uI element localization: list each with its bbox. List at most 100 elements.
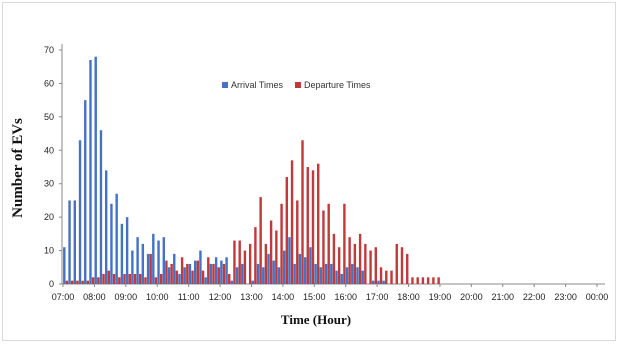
bar-arrival xyxy=(209,263,213,284)
bar-departure xyxy=(374,247,378,284)
bar-departure xyxy=(228,273,231,284)
bar-departure xyxy=(70,280,74,284)
bar-arrival xyxy=(298,253,302,284)
bar-arrival xyxy=(251,280,254,284)
bar-arrival xyxy=(262,267,265,284)
x-tick-label: 00:00 xyxy=(586,292,609,302)
bar-departure xyxy=(437,277,440,284)
bar-departure xyxy=(426,277,430,284)
x-tick-label: 19:00 xyxy=(429,292,452,302)
bar-departure xyxy=(144,277,147,284)
bar-departure xyxy=(395,243,398,284)
bar-arrival xyxy=(94,56,97,284)
bar-departure xyxy=(275,230,278,284)
x-tick-label: 20:00 xyxy=(460,292,483,302)
bar-departure xyxy=(170,263,173,284)
bar-departure xyxy=(159,273,163,284)
bar-arrival xyxy=(173,253,176,284)
y-tick-label: 70 xyxy=(44,45,54,55)
x-tick-label: 18:00 xyxy=(397,292,420,302)
bar-arrival xyxy=(220,260,223,284)
y-tick-label: 10 xyxy=(44,246,54,256)
bar-departure xyxy=(65,280,69,284)
bar-departure xyxy=(154,277,158,284)
bar-departure xyxy=(369,250,372,284)
y-tick-label: 0 xyxy=(49,279,54,289)
bar-departure xyxy=(290,160,294,284)
bar-departure xyxy=(107,270,111,284)
bar-arrival xyxy=(157,240,160,284)
x-tick-label: 11:00 xyxy=(178,292,200,302)
bar-departure xyxy=(332,233,336,284)
bar-arrival xyxy=(277,267,281,284)
y-tick-label: 30 xyxy=(44,179,54,189)
bar-departure xyxy=(201,270,205,284)
bar-arrival xyxy=(136,237,139,284)
bar-departure xyxy=(311,170,315,284)
bar-arrival xyxy=(167,267,171,284)
y-axis: 0 10 20 30 40 50 60 70 xyxy=(44,44,63,289)
bar-departure xyxy=(432,277,435,284)
x-tick-label: 10:00 xyxy=(146,292,169,302)
bar-arrival xyxy=(188,263,192,284)
x-tick-label: 16:00 xyxy=(334,292,357,302)
x-tick-label: 23:00 xyxy=(554,292,577,302)
bar-departure xyxy=(364,243,367,284)
x-tick-label: 07:00 xyxy=(52,292,75,302)
bar-departure xyxy=(254,227,257,284)
bar-departure xyxy=(97,277,100,284)
x-axis-title: Time (Hour) xyxy=(281,312,351,327)
bar-arrival xyxy=(214,257,218,284)
bar-arrival xyxy=(115,193,118,284)
bar-arrival xyxy=(319,267,323,284)
bar-departure xyxy=(165,260,168,284)
bar-arrival xyxy=(340,273,343,284)
bar-departure xyxy=(112,273,116,284)
bar-departure xyxy=(264,243,268,284)
bar-departure xyxy=(296,200,299,284)
bar-arrival xyxy=(356,267,359,284)
bar-departure xyxy=(358,233,362,284)
bar-arrival xyxy=(78,140,82,284)
bar-departure xyxy=(123,273,126,284)
bar-arrival xyxy=(63,247,66,284)
legend: Arrival Times Departure Times xyxy=(222,80,371,90)
bar-arrival xyxy=(162,237,165,284)
bar-departure xyxy=(390,270,393,284)
bar-arrival xyxy=(330,263,333,284)
bar-arrival xyxy=(314,263,317,284)
x-tick-label: 15:00 xyxy=(303,292,326,302)
bar-departure xyxy=(133,273,137,284)
bar-departure xyxy=(212,263,215,284)
bar-departure xyxy=(248,243,252,284)
bar-arrival xyxy=(335,270,338,284)
legend-label-departure: Departure Times xyxy=(304,80,371,90)
x-axis: 07:00 08:00 09:00 10:00 11:00 12:00 13:00 14:00… xyxy=(52,283,609,302)
bar-departure xyxy=(385,270,388,284)
bar-departure xyxy=(416,277,419,284)
bar-departure xyxy=(243,250,247,284)
bar-departure xyxy=(207,257,210,284)
bar-arrival xyxy=(120,223,124,284)
bar-arrival xyxy=(193,260,197,284)
bar-departure xyxy=(322,210,325,284)
x-tick-label: 22:00 xyxy=(523,292,546,302)
bar-arrival xyxy=(309,247,312,284)
bar-arrival xyxy=(204,277,207,284)
bars xyxy=(63,56,440,284)
bar-departure xyxy=(86,280,90,284)
bar-arrival xyxy=(371,280,375,284)
bar-arrival xyxy=(104,170,108,284)
bar-departure xyxy=(301,140,304,284)
bar-departure xyxy=(222,263,226,284)
bar-arrival xyxy=(241,263,244,284)
bar-departure xyxy=(400,247,404,284)
bar-arrival xyxy=(73,200,76,284)
bar-departure xyxy=(411,277,414,284)
bar-arrival xyxy=(303,257,307,284)
bar-arrival xyxy=(282,250,286,284)
bar-departure xyxy=(149,253,152,284)
bar-arrival xyxy=(146,253,150,284)
chart-frame xyxy=(2,2,616,341)
